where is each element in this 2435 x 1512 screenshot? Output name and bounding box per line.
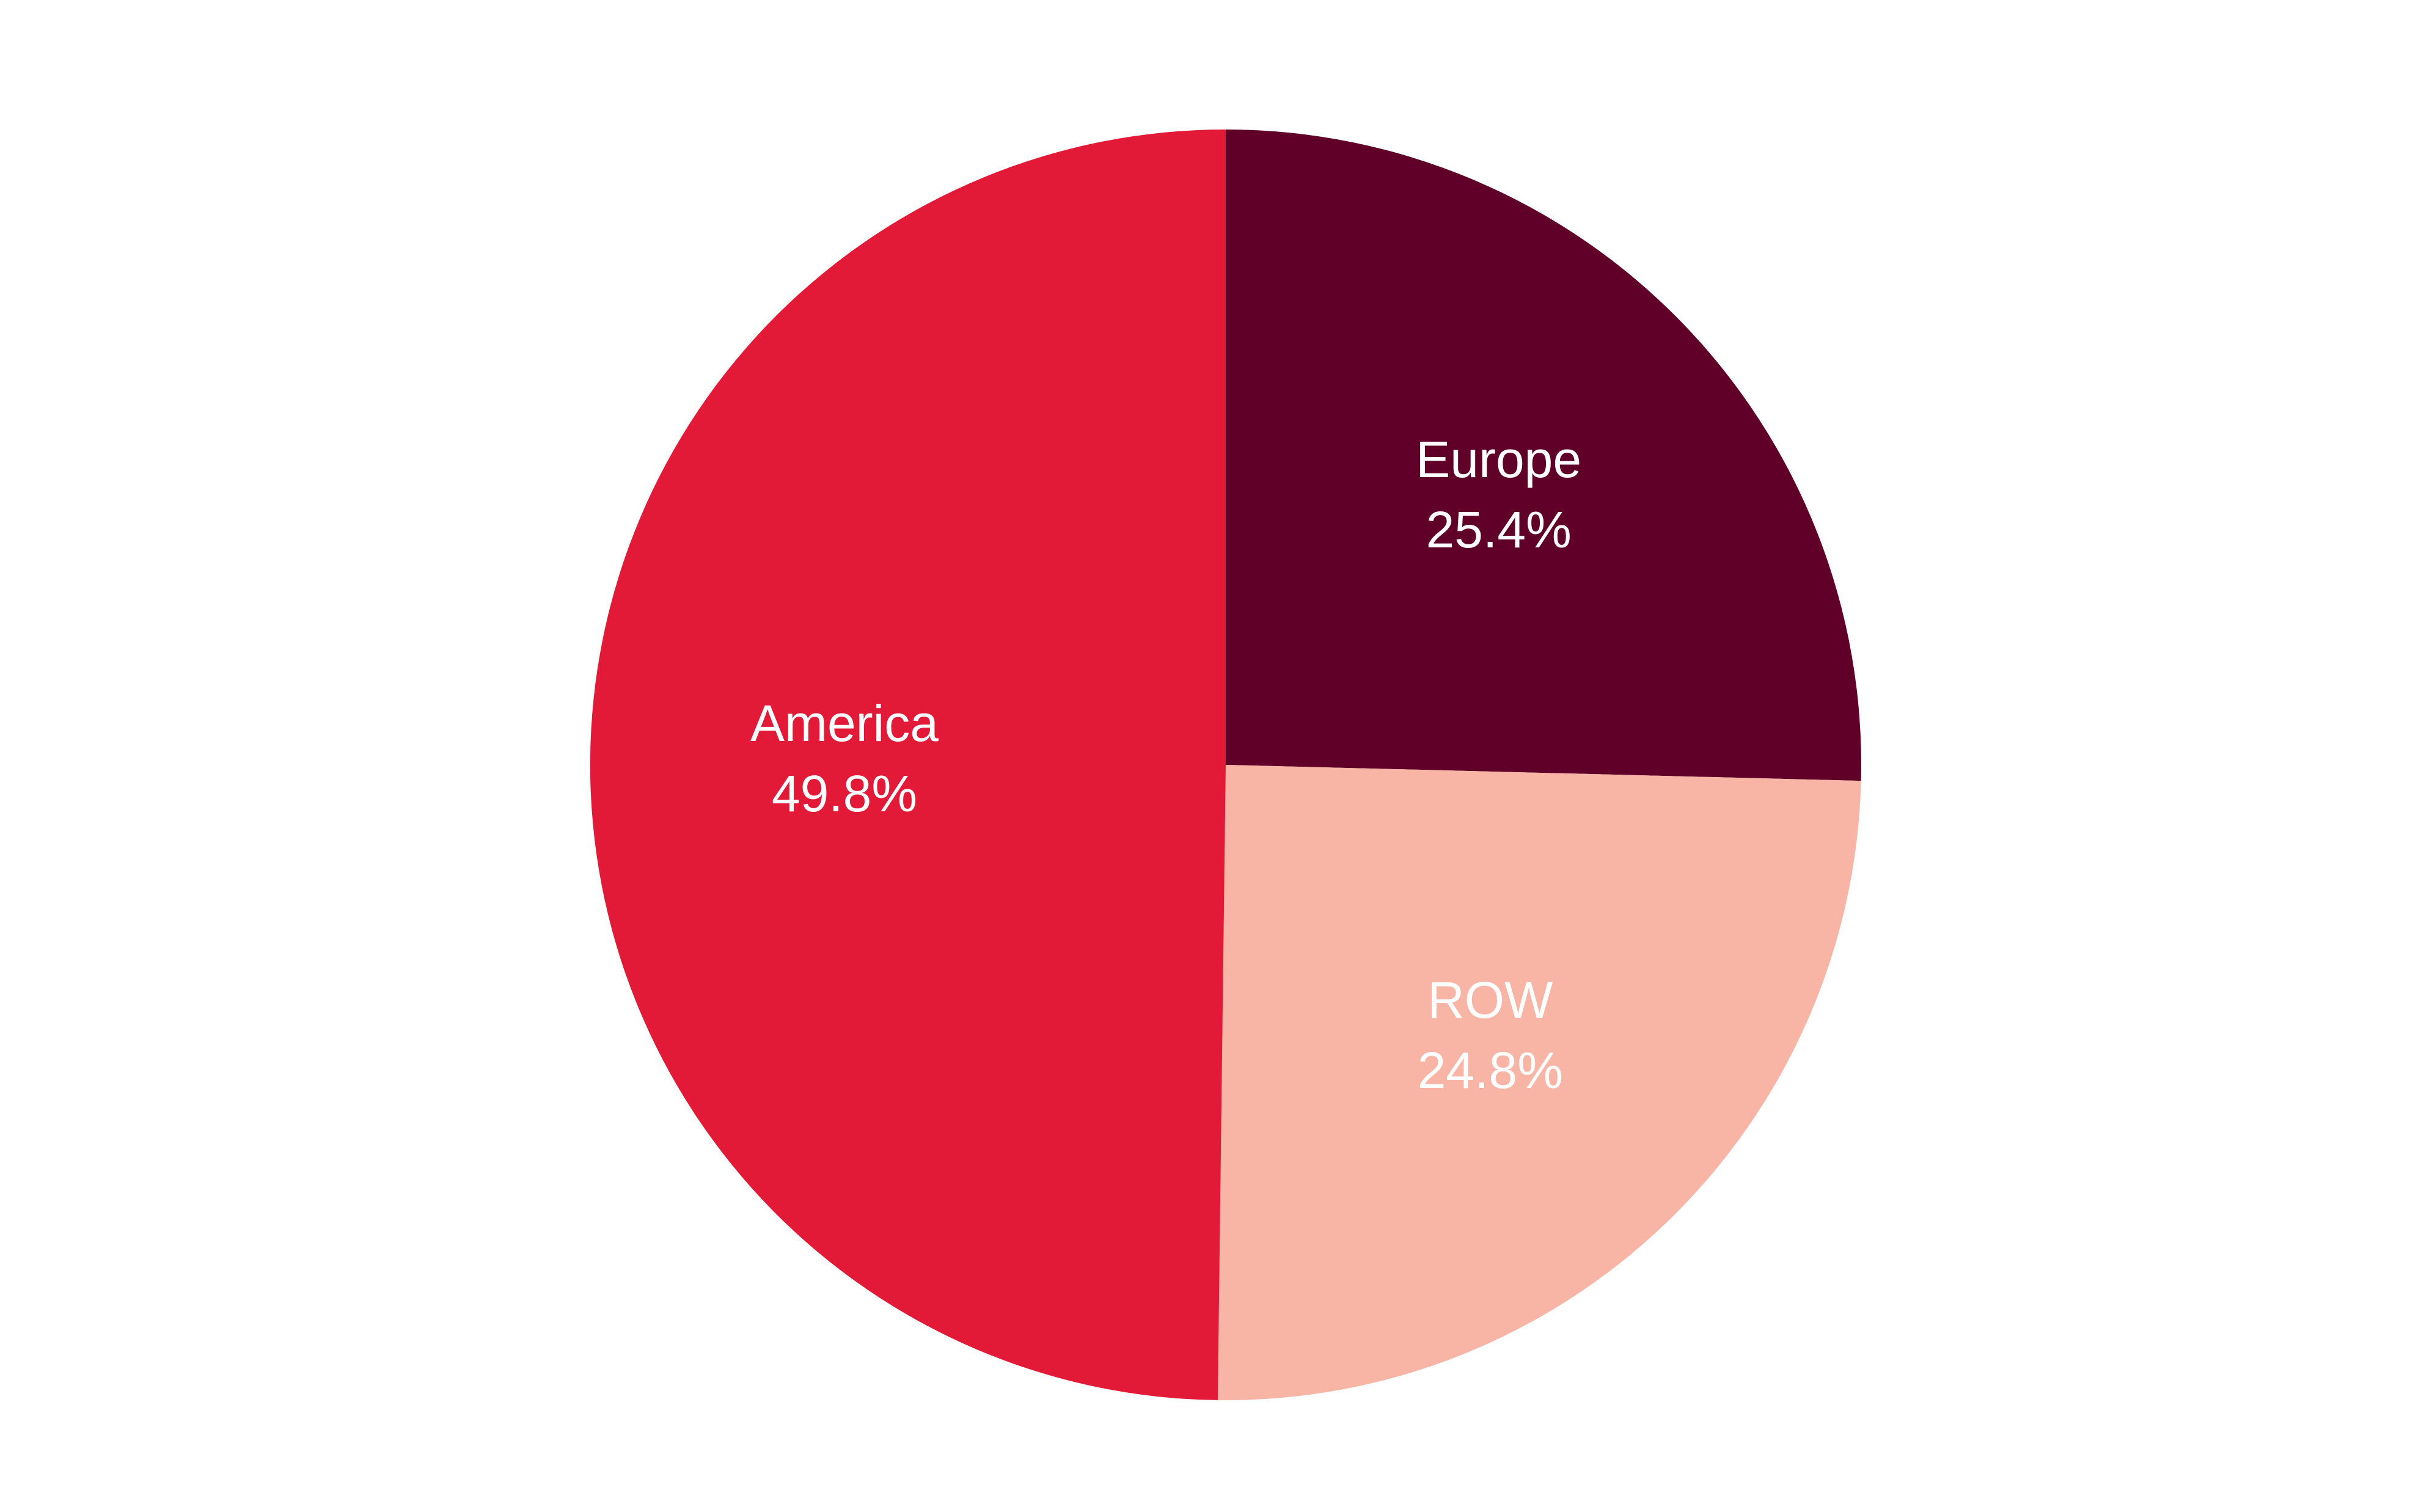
- slice-value-america: 49.8%: [772, 765, 917, 822]
- slice-label-america: America: [750, 695, 939, 752]
- labels-layer: Europe 25.4% ROW 24.8% America 49.8%: [750, 431, 1581, 1099]
- pie-slice-america: [590, 130, 1226, 1400]
- slice-label-europe: Europe: [1416, 431, 1581, 488]
- slice-value-europe: 25.4%: [1426, 501, 1572, 558]
- pie-slice-europe: [1226, 130, 1861, 781]
- slices-layer: [590, 130, 1861, 1401]
- slice-label-row: ROW: [1427, 971, 1553, 1029]
- slice-value-row: 24.8%: [1418, 1042, 1563, 1099]
- pie-slice-row: [1217, 765, 1861, 1401]
